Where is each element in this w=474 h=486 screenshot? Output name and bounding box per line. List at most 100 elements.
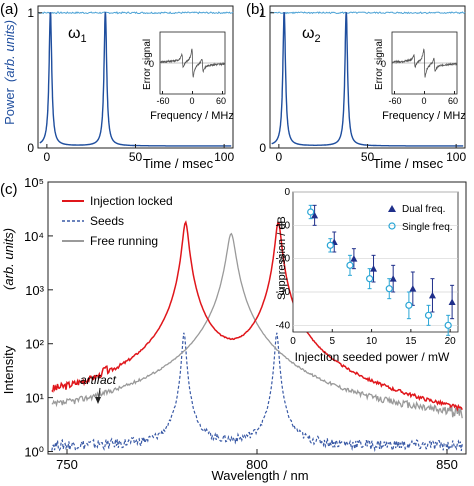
spectrum-free-running xyxy=(51,232,463,419)
y-tick-label: 10⁰ xyxy=(24,445,44,460)
panel-b-xlabel: Time / msec xyxy=(373,156,444,171)
inset-x-tick-label: 10 xyxy=(366,336,378,347)
panel-b-ticks: 0 50 100 0 1 xyxy=(259,6,466,164)
single-freq-point xyxy=(307,208,315,216)
panel-c-ylabel-group: Intensity (arb. units) xyxy=(1,228,16,394)
panel-c-inset-xlabel: Injection seeded power / mW xyxy=(295,350,450,364)
y-tick-label: 10² xyxy=(25,337,44,352)
panel-a-inset-trace xyxy=(159,48,226,94)
reference-trace xyxy=(269,11,466,15)
inset-y-tick-label: -30 xyxy=(276,287,291,298)
single-freq-point xyxy=(405,301,413,309)
y-tick-label: 10⁴ xyxy=(24,229,44,244)
single-freq-point xyxy=(424,311,433,319)
legend-label-seeds: Seeds xyxy=(90,214,124,228)
panel-a: (a) ω1 0 50 100 0 1 Time / msec Power (arb. … xyxy=(0,1,234,171)
panel-b-inset-trace xyxy=(391,48,458,94)
x-tick-label: 50 xyxy=(361,150,375,164)
inset-y-tick-label: -20 xyxy=(276,254,291,265)
dual-freq-point xyxy=(370,265,378,272)
legend-label-injection: Injection locked xyxy=(90,194,173,208)
panel-b-inset-xtick-1: 0 xyxy=(421,96,426,106)
single-freq-point xyxy=(385,285,393,293)
panel-a-inset-ylabel: Error signal xyxy=(142,39,153,90)
dual-freq-point xyxy=(350,255,358,262)
x-tick-label: 750 xyxy=(56,457,78,472)
panel-a-xlabel: Time / msec xyxy=(143,156,214,171)
panel-c: (c) 750 800 850 10⁰ 10¹ 10² 10³ 10⁴ 10⁵ Waveleng… xyxy=(0,175,467,483)
panel-a-ylabel: Power xyxy=(2,87,17,125)
error-signal-trace xyxy=(159,48,226,78)
single-freq-point xyxy=(346,261,354,269)
single-freq-point xyxy=(326,241,334,249)
artifact-annotation: artifact xyxy=(80,373,117,387)
single-freq-point xyxy=(366,275,374,283)
panel-b-mode-label: ω2 xyxy=(302,25,321,45)
panel-c-label: (c) xyxy=(0,181,18,198)
single-freq-point xyxy=(444,321,452,329)
panel-a-inset-xtick-2: 60 xyxy=(216,96,226,106)
inset-y-tick-label: -10 xyxy=(276,220,291,231)
inset-y-tick-label: -40 xyxy=(276,320,291,331)
panel-b-inset-ytick: 0 xyxy=(381,59,386,69)
panel-a-ylabel-group: Power (arb. units) xyxy=(2,20,17,125)
reference-trace xyxy=(37,11,234,15)
panel-b-inset-xlabel: Frequency / MHz xyxy=(382,110,466,122)
y-tick-label: 0 xyxy=(259,141,266,155)
x-tick-label: 0 xyxy=(276,150,283,164)
y-tick-label: 10⁵ xyxy=(24,175,44,190)
y-tick-label: 1 xyxy=(259,6,266,20)
inset-y-tick-label: 0 xyxy=(284,187,290,198)
y-tick-label: 0 xyxy=(27,141,34,155)
panel-b-inset-xtick-2: 60 xyxy=(448,96,458,106)
panel-c-traces xyxy=(51,220,463,453)
y-tick-label: 1 xyxy=(27,6,34,20)
inset-legend-marker-dual xyxy=(388,205,396,212)
panel-b-label: (b) xyxy=(246,1,264,18)
panel-b-inset-xtick-0: -60 xyxy=(388,96,401,106)
panel-a-ylabel-units: (arb. units) xyxy=(2,20,17,82)
panel-a-inset-xtick-0: -60 xyxy=(156,96,169,106)
panel-c-legend: Injection locked Seeds Free running xyxy=(62,194,173,248)
inset-legend-label-single: Single freq. xyxy=(402,222,453,233)
panel-c-inset-frame xyxy=(292,191,459,333)
dual-freq-point xyxy=(448,298,456,305)
panel-a-inset-xlabel: Frequency / MHz xyxy=(150,110,234,122)
y-tick-label: 10¹ xyxy=(25,391,44,406)
x-tick-label: 100 xyxy=(446,150,466,164)
y-tick-label: 10³ xyxy=(25,283,44,298)
panel-c-inset-ylabel: Suppression / dB xyxy=(276,216,288,300)
inset-x-tick-label: 5 xyxy=(330,336,336,347)
panel-c-ylabel: Intensity xyxy=(1,345,16,394)
inset-legend-marker-single xyxy=(388,222,396,230)
x-tick-label: 0 xyxy=(44,150,51,164)
x-tick-label: 100 xyxy=(214,150,234,164)
legend-label-free: Free running xyxy=(90,234,158,248)
panel-b: (b) ω2 0 50 100 0 1 Time / msec Error signal… xyxy=(246,1,466,171)
panel-a-inset-ytick: 0 xyxy=(149,59,154,69)
inset-x-tick-label: 20 xyxy=(445,336,457,347)
panel-c-xlabel: Wavelength / nm xyxy=(211,468,308,483)
dual-freq-point xyxy=(389,275,397,282)
x-tick-label: 50 xyxy=(129,150,143,164)
panel-c-inset-plot: 0 -10 -20 -30 -40 0 5 10 15 20 xyxy=(276,187,458,347)
panel-b-inset-ylabel: Error signal xyxy=(374,39,385,90)
panel-c-ylabel-units: (arb. units) xyxy=(1,228,16,290)
x-tick-label: 800 xyxy=(246,457,268,472)
x-tick-label: 850 xyxy=(436,457,458,472)
panel-c-ticks: 750 800 850 10⁰ 10¹ 10² 10³ 10⁴ 10⁵ xyxy=(24,175,458,472)
inset-legend-label-dual: Dual freq. xyxy=(402,204,445,215)
inset-x-tick-label: 15 xyxy=(405,336,417,347)
panel-a-ticks: 0 50 100 0 1 xyxy=(27,6,234,164)
dual-freq-point xyxy=(428,291,436,299)
panel-a-label: (a) xyxy=(0,1,18,18)
spectrum-injection-locked xyxy=(51,220,463,412)
panel-a-mode-label: ω1 xyxy=(68,25,87,45)
artifact-arrowhead xyxy=(95,397,101,404)
dual-freq-point xyxy=(311,211,319,219)
panel-a-inset-xtick-1: 0 xyxy=(189,96,194,106)
panel-c-inset-legend: Dual freq. Single freq. xyxy=(388,204,453,233)
inset-x-tick-label: 0 xyxy=(290,336,296,347)
error-signal-trace xyxy=(391,48,458,78)
